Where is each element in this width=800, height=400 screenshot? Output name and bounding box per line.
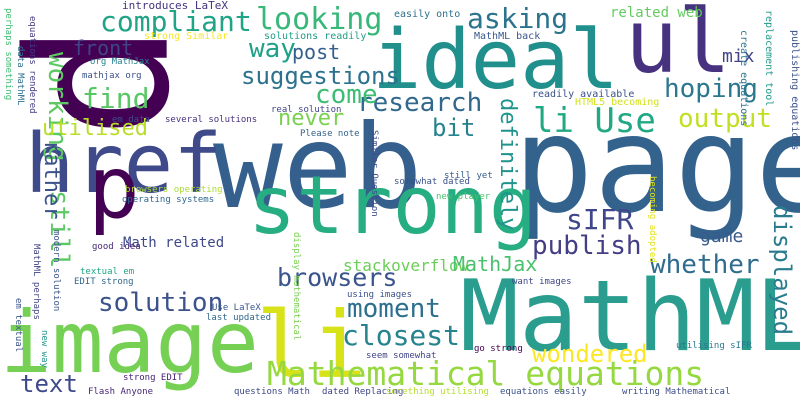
cloud-word: writing Mathematical bbox=[622, 387, 731, 397]
cloud-word: way bbox=[249, 34, 296, 64]
cloud-word: last updated bbox=[206, 313, 272, 323]
cloud-word: never bbox=[278, 106, 345, 131]
cloud-word: modern solution bbox=[51, 230, 61, 312]
cloud-word: EDIT strong bbox=[74, 277, 134, 287]
cloud-word: several solutions bbox=[165, 115, 258, 125]
cloud-word: solutions readily bbox=[264, 31, 367, 42]
cloud-word: Similar Question bbox=[369, 130, 379, 217]
cloud-word: create equations bbox=[738, 30, 749, 127]
cloud-word: perhaps something bbox=[3, 8, 13, 101]
cloud-word: asking bbox=[467, 2, 569, 35]
cloud-word: li bbox=[256, 292, 367, 399]
cloud-word: publish bbox=[532, 231, 642, 261]
cloud-word: good idea bbox=[92, 242, 141, 252]
cloud-word: solution bbox=[98, 288, 224, 318]
cloud-word: ul bbox=[625, 0, 731, 93]
cloud-word: utilising sIFR bbox=[676, 341, 752, 351]
cloud-word: introduces LaTeX bbox=[122, 0, 228, 12]
cloud-word: browsers operating bbox=[125, 185, 223, 195]
cloud-word: image bbox=[0, 293, 259, 393]
cloud-word: MathJax bbox=[453, 252, 538, 276]
cloud-word: page bbox=[513, 87, 800, 243]
cloud-word: bit bbox=[432, 114, 476, 142]
cloud-word: Math related bbox=[123, 235, 225, 251]
cloud-word: p bbox=[88, 138, 140, 238]
cloud-word: new way bbox=[39, 330, 49, 368]
cloud-word: moment bbox=[347, 294, 441, 324]
cloud-word: web bbox=[213, 100, 423, 235]
cloud-word: MathML perhaps bbox=[31, 244, 41, 320]
cloud-word: text bbox=[20, 370, 78, 398]
cloud-word: operating systems bbox=[122, 195, 215, 205]
cloud-word: still yet bbox=[444, 171, 493, 181]
cloud-word: mix bbox=[722, 46, 755, 67]
cloud-word: mathjax org bbox=[82, 71, 142, 81]
cloud-word: readily available bbox=[532, 89, 635, 100]
cloud-word: find bbox=[82, 82, 150, 115]
cloud-word: sIFR bbox=[566, 203, 634, 236]
cloud-word: game bbox=[700, 226, 744, 247]
cloud-word: whether bbox=[650, 250, 760, 280]
cloud-word: compliant bbox=[100, 5, 252, 38]
cloud-word: seem somewhat bbox=[366, 351, 437, 361]
cloud-word: closest bbox=[342, 319, 461, 352]
cloud-word: em textual bbox=[13, 298, 23, 353]
cloud-word: go strong bbox=[474, 344, 523, 354]
cloud-word: Flash Anyone bbox=[88, 387, 154, 397]
cloud-word: utilised bbox=[42, 116, 148, 141]
cloud-word: hoping bbox=[664, 74, 758, 104]
cloud-word: front bbox=[73, 36, 134, 60]
cloud-word: somewhat dated bbox=[394, 177, 470, 187]
cloud-word: org MathJax bbox=[90, 57, 150, 67]
cloud-word: display mathematical bbox=[291, 232, 301, 341]
cloud-word: displayed bbox=[768, 205, 796, 336]
cloud-word: publishing equations bbox=[789, 30, 800, 151]
cloud-word: data MathML bbox=[15, 46, 25, 106]
cloud-word: Use LaTeX bbox=[212, 303, 261, 313]
cloud-word: new player bbox=[436, 192, 491, 202]
cloud-word: definitely bbox=[495, 98, 520, 231]
cloud-word: wondered bbox=[532, 340, 648, 368]
cloud-word: Mathematical equations bbox=[267, 354, 705, 393]
cloud-word: something utilising bbox=[386, 387, 489, 397]
cloud-word: textual em bbox=[80, 267, 135, 277]
cloud-word: related web bbox=[610, 5, 703, 21]
cloud-word: stackoverflow bbox=[343, 256, 469, 275]
cloud-word: looking bbox=[256, 2, 383, 37]
cloud-word: MathML bbox=[460, 260, 800, 374]
cloud-word: browsers bbox=[277, 263, 398, 292]
cloud-word: equations easily bbox=[500, 387, 587, 397]
cloud-word: ideal bbox=[372, 13, 619, 108]
cloud-word: rather bbox=[39, 140, 64, 220]
cloud-word: suggestions bbox=[241, 62, 400, 90]
cloud-word: real solution bbox=[271, 105, 342, 115]
cloud-word: equations rendered bbox=[27, 16, 37, 114]
cloud-word: li Use bbox=[533, 101, 656, 141]
cloud-word: want images bbox=[512, 277, 572, 287]
cloud-word: using images bbox=[347, 290, 413, 300]
cloud-word: output bbox=[678, 104, 772, 134]
cloud-word: becoming adopted bbox=[647, 176, 657, 263]
cloud-word: strong EDIT bbox=[123, 373, 183, 383]
cloud-word: href bbox=[25, 117, 223, 212]
cloud-word: MathML back bbox=[474, 31, 541, 42]
cloud-word: dated Replacing bbox=[322, 387, 404, 397]
cloud-word: replacement tool bbox=[763, 10, 774, 107]
cloud-word: questions Math bbox=[234, 387, 310, 397]
cloud-word: HTML5 becoming bbox=[575, 97, 660, 108]
cloud-word: Please note bbox=[300, 129, 360, 139]
cloud-word: strong bbox=[248, 159, 537, 252]
cloud-word: come bbox=[315, 80, 378, 110]
cloud-word: em data bbox=[112, 115, 150, 125]
cloud-word: research bbox=[357, 88, 483, 118]
cloud-word: easily onto bbox=[394, 9, 461, 20]
cloud-word: post bbox=[292, 40, 341, 64]
cloud-word: strong Similar bbox=[144, 31, 229, 42]
